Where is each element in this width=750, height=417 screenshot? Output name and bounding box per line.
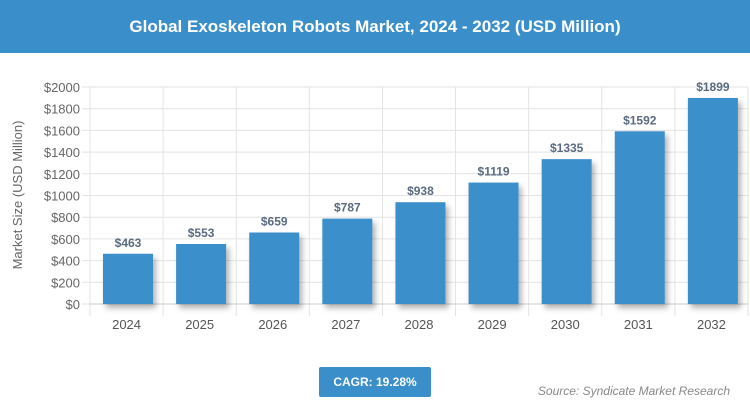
y-axis-title: Market Size (USD Million): [10, 121, 25, 270]
y-tick-label: $1000: [44, 189, 80, 204]
y-tick-label: $800: [51, 210, 80, 225]
y-tick-label: $2000: [44, 80, 80, 95]
x-tick-label: 2031: [624, 317, 653, 332]
x-tick-label: 2025: [185, 317, 214, 332]
data-label: $463: [115, 236, 142, 250]
bar-2027: [322, 218, 373, 304]
data-label: $1592: [623, 113, 657, 127]
y-tick-label: $1400: [44, 145, 80, 160]
x-tick-label: 2026: [258, 317, 287, 332]
bar-2029: [468, 182, 519, 304]
y-tick-label: $1600: [44, 123, 80, 138]
bar-2031: [614, 131, 665, 304]
data-label: $1335: [550, 141, 584, 155]
y-tick-label: $1800: [44, 102, 80, 117]
bar-2025: [176, 243, 227, 304]
bar-2028: [395, 202, 446, 304]
data-label: $1899: [696, 80, 730, 94]
chart-title: Global Exoskeleton Robots Market, 2024 -…: [0, 0, 750, 53]
bar-2032: [687, 97, 738, 304]
y-tick-label: $200: [51, 275, 80, 290]
cagr-badge[interactable]: CAGR: 19.28%: [319, 367, 431, 397]
bar-2026: [249, 232, 300, 304]
y-tick-label: $600: [51, 232, 80, 247]
x-tick-label: 2028: [405, 317, 434, 332]
x-tick-label: 2027: [331, 317, 360, 332]
x-tick-label: 2032: [697, 317, 726, 332]
source-note: Source: Syndicate Market Research: [537, 384, 730, 398]
x-tick-label: 2024: [112, 317, 141, 332]
data-label: $659: [261, 214, 288, 228]
data-label: $1119: [478, 165, 510, 179]
y-tick-label: $1200: [44, 167, 80, 182]
data-label: $787: [334, 201, 361, 215]
y-tick-label: $400: [51, 254, 80, 269]
x-tick-label: 2030: [551, 317, 580, 332]
data-label: $938: [407, 184, 434, 198]
bar-2024: [103, 253, 153, 304]
data-label: $553: [188, 226, 215, 240]
y-tick-label: $0: [66, 297, 80, 312]
bar-2030: [541, 159, 592, 304]
x-tick-label: 2029: [478, 317, 507, 332]
